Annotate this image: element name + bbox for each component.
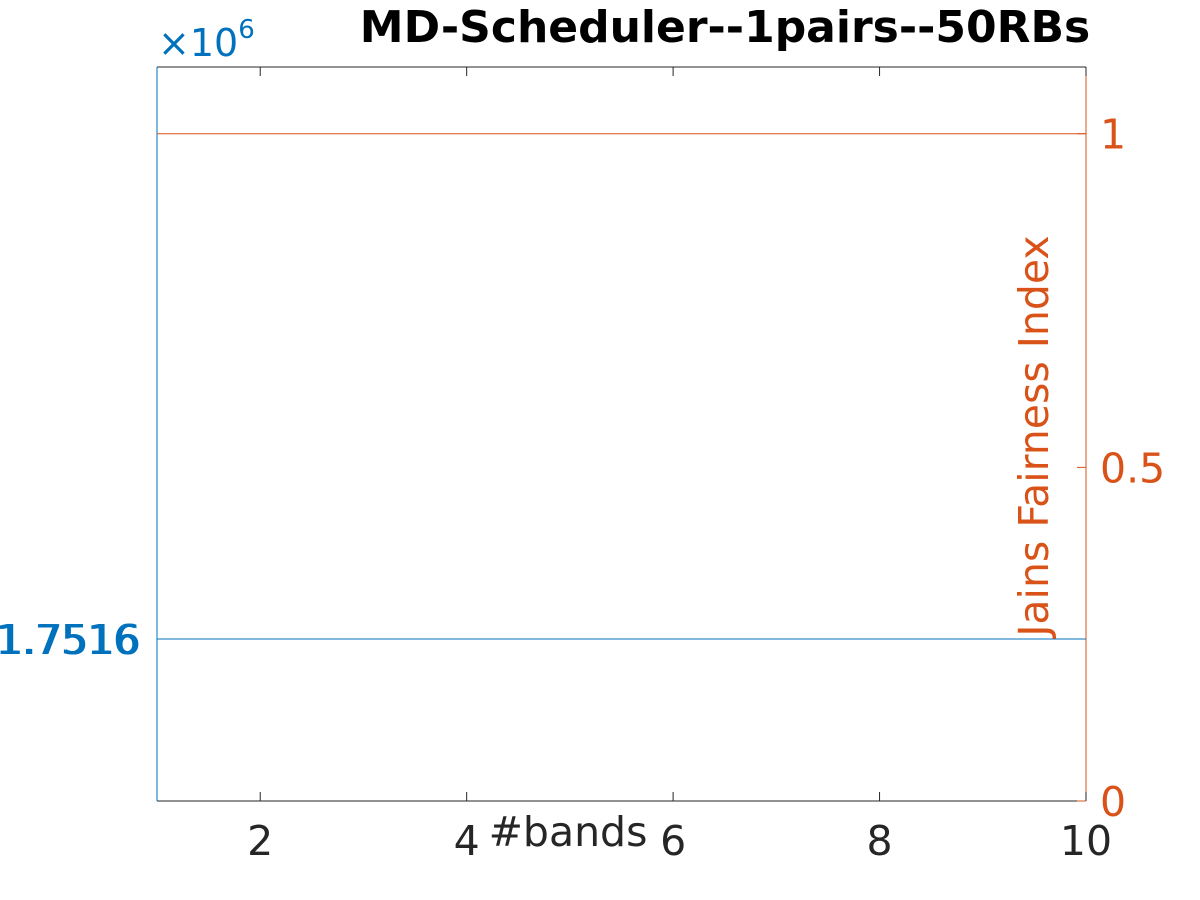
x-tick-label: 4	[454, 817, 480, 865]
left-axis-exponent-base: ×10	[158, 21, 238, 65]
x-tick-label: 6	[660, 817, 686, 865]
right-tick-label: 0.5	[1100, 444, 1165, 492]
left-tick-label: 1.7516	[0, 616, 141, 664]
x-axis-label: #bands	[489, 808, 648, 856]
right-axis-label: Jains Fairness Index	[1010, 235, 1058, 639]
right-tick-label: 1	[1100, 111, 1126, 159]
left-axis-exponent: ×106	[158, 15, 255, 65]
left-axis-exponent-power: 6	[238, 15, 255, 45]
x-tick-label: 2	[247, 817, 273, 865]
right-tick-label: 0	[1100, 778, 1126, 826]
chart-title: MD-Scheduler--1pairs--50RBs	[360, 2, 1090, 53]
x-tick-label: 8	[867, 817, 893, 865]
x-tick-label: 10	[1060, 817, 1112, 865]
left-tick-label: 1.7516	[0, 616, 139, 664]
